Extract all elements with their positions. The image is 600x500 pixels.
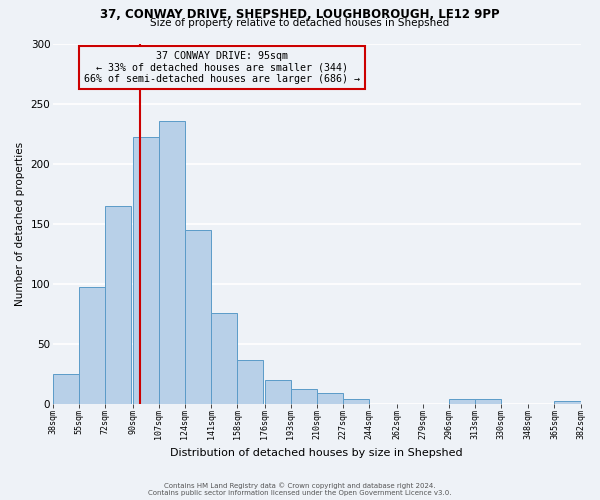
X-axis label: Distribution of detached houses by size in Shepshed: Distribution of detached houses by size … <box>170 448 463 458</box>
Bar <box>105 206 131 404</box>
Bar <box>211 312 237 404</box>
Bar <box>53 374 79 404</box>
Bar <box>237 360 263 404</box>
Bar <box>133 138 159 404</box>
Text: Contains public sector information licensed under the Open Government Licence v3: Contains public sector information licen… <box>148 490 452 496</box>
Bar <box>449 399 475 404</box>
Bar <box>475 399 501 404</box>
Bar <box>185 230 211 404</box>
Bar <box>79 288 105 404</box>
Bar <box>343 399 369 404</box>
Bar <box>265 380 291 404</box>
Text: 37, CONWAY DRIVE, SHEPSHED, LOUGHBOROUGH, LE12 9PP: 37, CONWAY DRIVE, SHEPSHED, LOUGHBOROUGH… <box>100 8 500 20</box>
Bar <box>554 401 581 404</box>
Bar <box>317 393 343 404</box>
Text: 37 CONWAY DRIVE: 95sqm
← 33% of detached houses are smaller (344)
66% of semi-de: 37 CONWAY DRIVE: 95sqm ← 33% of detached… <box>84 51 360 84</box>
Text: Size of property relative to detached houses in Shepshed: Size of property relative to detached ho… <box>151 18 449 28</box>
Y-axis label: Number of detached properties: Number of detached properties <box>15 142 25 306</box>
Bar <box>159 120 185 404</box>
Bar <box>291 389 317 404</box>
Text: Contains HM Land Registry data © Crown copyright and database right 2024.: Contains HM Land Registry data © Crown c… <box>164 482 436 489</box>
